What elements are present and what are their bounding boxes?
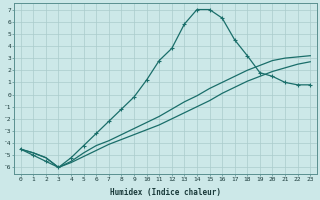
X-axis label: Humidex (Indice chaleur): Humidex (Indice chaleur) [110,188,221,197]
